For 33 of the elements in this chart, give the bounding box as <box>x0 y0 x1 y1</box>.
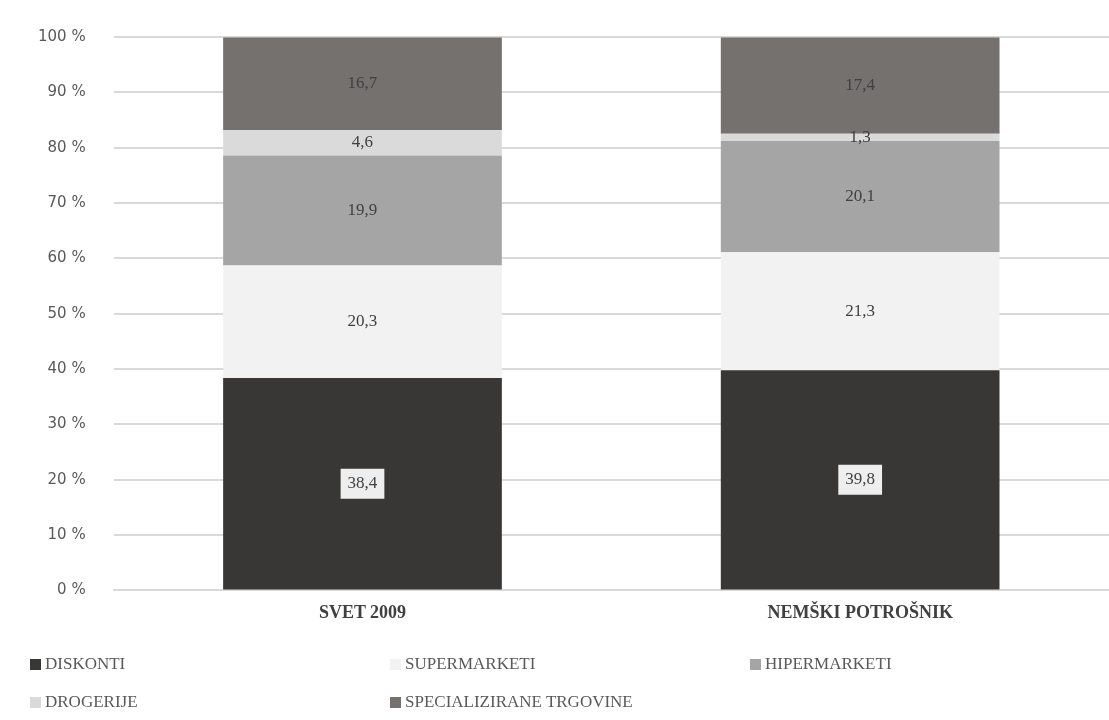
legend-label: DROGERIJE <box>45 692 138 712</box>
bar <box>223 265 502 378</box>
y-tick-label: 60 % <box>47 248 86 267</box>
legend-label: SPECIALIZIRANE TRGOVINE <box>405 692 633 712</box>
data-label: 21,3 <box>845 300 876 320</box>
data-label: 19,9 <box>347 199 378 219</box>
y-tick-label: 70 % <box>47 192 86 211</box>
legend-label: HIPERMARKETI <box>765 654 892 674</box>
data-label: 38,4 <box>347 473 378 493</box>
bar <box>223 155 502 266</box>
data-label: 1,3 <box>849 126 871 146</box>
bar <box>720 370 1000 590</box>
y-tick-label: 0 % <box>57 580 86 599</box>
bar <box>223 37 502 130</box>
y-tick-label: 100 % <box>38 26 86 45</box>
y-tick-label: 90 % <box>47 82 86 101</box>
bar <box>223 377 502 590</box>
y-tick-label: 50 % <box>47 303 86 322</box>
y-tick-label: 20 % <box>47 469 86 488</box>
data-label: 39,8 <box>845 469 876 489</box>
bar <box>720 133 1000 142</box>
x-tick-label: SVET 2009 <box>318 601 407 622</box>
y-tick-label: 80 % <box>47 137 86 156</box>
bar <box>720 252 1000 371</box>
legend-label: SUPERMARKETI <box>405 654 536 674</box>
y-tick-label: 40 % <box>47 358 86 377</box>
y-tick-label: 30 % <box>47 414 86 433</box>
data-label: 4,6 <box>351 132 374 152</box>
legend-label: DISKONTI <box>45 654 126 674</box>
data-label: 20,3 <box>347 311 378 331</box>
x-tick-label: NEMŠKI POTROŠNIK <box>767 600 953 622</box>
data-label: 20,1 <box>845 186 876 206</box>
y-tick-label: 10 % <box>47 524 86 543</box>
